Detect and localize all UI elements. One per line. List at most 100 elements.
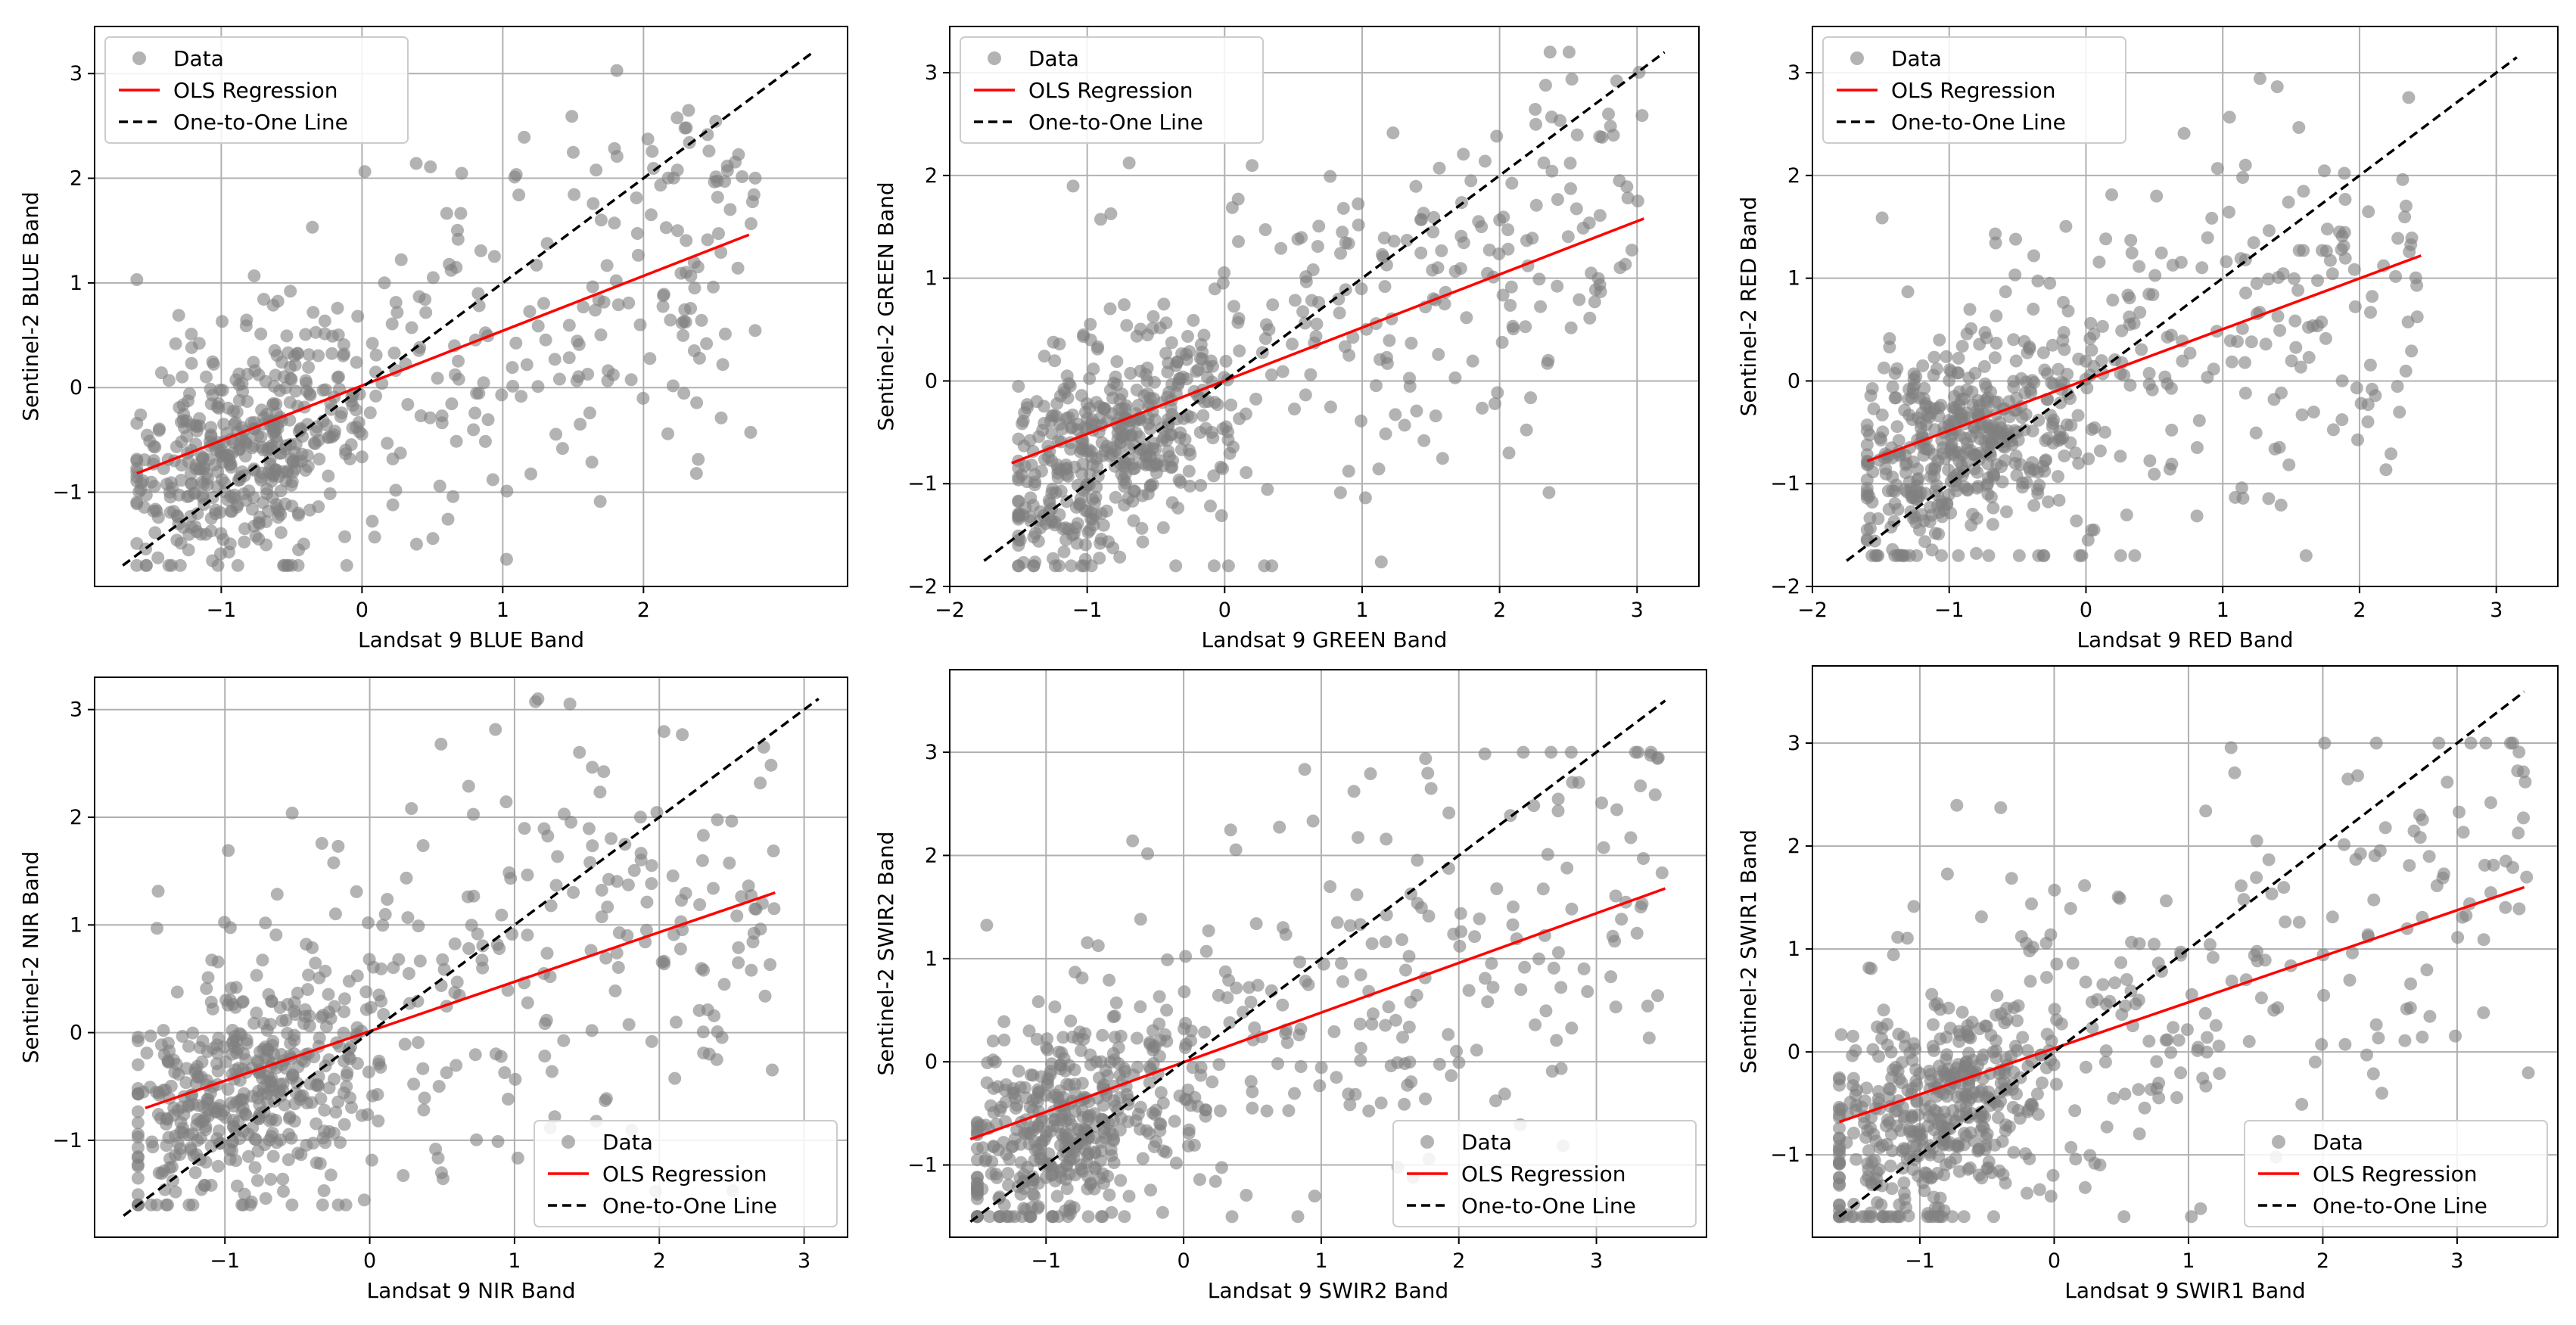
data-point <box>538 1017 552 1031</box>
data-point <box>622 1018 636 1031</box>
data-point <box>265 1072 278 1085</box>
data-point <box>2041 432 2055 445</box>
data-point <box>1955 448 1969 462</box>
data-point <box>2299 549 2313 562</box>
data-point <box>2072 456 2086 470</box>
data-point <box>150 504 163 518</box>
data-point <box>1845 1210 1859 1224</box>
data-point <box>2288 272 2301 285</box>
data-point <box>2192 1040 2205 1054</box>
data-point <box>2099 232 2113 246</box>
data-point <box>286 1068 300 1081</box>
data-point <box>1977 1072 1990 1085</box>
data-point <box>246 1121 260 1134</box>
data-point <box>1387 235 1401 248</box>
data-point <box>1093 552 1106 565</box>
data-point <box>1473 912 1486 925</box>
data-point <box>1293 955 1306 969</box>
data-point <box>633 810 647 824</box>
data-point <box>151 922 163 935</box>
data-point <box>1613 261 1627 275</box>
data-point <box>2449 1029 2462 1043</box>
data-point <box>1308 1190 1321 1203</box>
x-tick-label: −1 <box>1031 1249 1061 1273</box>
data-point <box>2058 449 2071 462</box>
data-point <box>236 995 250 1008</box>
x-tick-label: −2 <box>935 599 965 622</box>
data-point <box>1094 213 1107 226</box>
x-axis-label: Landsat 9 NIR Band <box>366 1278 575 1303</box>
x-tick-label: −1 <box>1072 599 1103 622</box>
data-point <box>1860 533 1874 546</box>
data-point <box>323 487 337 500</box>
data-point <box>270 888 284 901</box>
data-point <box>571 334 584 348</box>
data-point <box>1244 1075 1258 1088</box>
data-point <box>1424 782 1438 795</box>
data-point <box>2079 354 2092 368</box>
data-point <box>1198 1025 1212 1039</box>
data-point <box>1551 279 1564 293</box>
data-point <box>521 868 534 882</box>
data-point <box>2042 495 2055 509</box>
data-point <box>2081 533 2095 547</box>
data-point <box>502 866 516 879</box>
x-tick-label: 2 <box>653 1249 666 1273</box>
data-point <box>1908 378 1921 392</box>
data-point <box>700 337 714 350</box>
data-point <box>707 280 720 294</box>
data-point <box>1233 344 1246 358</box>
data-point <box>157 1024 170 1037</box>
data-point <box>2307 406 2320 418</box>
data-point <box>1485 956 1498 970</box>
x-tick-label: 2 <box>2316 1249 2329 1273</box>
data-point <box>2007 333 2021 347</box>
y-tick-label: 1 <box>925 947 938 971</box>
data-point <box>1306 263 1320 276</box>
data-point <box>1551 804 1565 818</box>
data-point <box>359 985 373 999</box>
data-point <box>1943 363 1956 377</box>
data-point <box>2346 946 2359 960</box>
data-point <box>448 937 462 950</box>
data-point <box>1355 282 1368 296</box>
data-point <box>2048 883 2061 897</box>
data-point <box>191 1059 204 1073</box>
data-point <box>1091 939 1105 953</box>
data-point <box>1106 1127 1119 1141</box>
data-point <box>1452 1056 1466 1069</box>
data-point <box>645 877 658 891</box>
data-point <box>2453 805 2466 819</box>
data-point <box>1161 365 1174 379</box>
data-point <box>440 207 453 220</box>
data-point <box>1330 1071 1343 1084</box>
data-point <box>1224 398 1238 412</box>
data-point <box>2143 454 2157 468</box>
data-point <box>1214 460 1227 474</box>
data-point <box>135 476 148 490</box>
data-point <box>322 1124 336 1138</box>
data-point <box>1860 438 1874 452</box>
data-point <box>1134 1000 1147 1013</box>
data-point <box>2315 1037 2329 1051</box>
data-point <box>432 1080 446 1093</box>
data-point <box>1215 1161 1228 1174</box>
data-point <box>278 1098 291 1112</box>
data-point <box>506 379 520 393</box>
data-point <box>1073 1025 1087 1039</box>
data-point <box>2037 549 2051 562</box>
data-point <box>1028 1154 1041 1167</box>
data-point <box>273 1001 287 1014</box>
data-point <box>1655 866 1669 879</box>
data-point <box>206 1002 219 1016</box>
y-tick-label: 1 <box>70 913 82 937</box>
data-point <box>1940 350 1953 363</box>
data-point <box>1051 471 1065 484</box>
data-point <box>2245 335 2258 349</box>
data-point <box>1094 1210 1108 1224</box>
data-point <box>543 970 557 984</box>
data-points <box>970 745 1669 1224</box>
data-point <box>1078 406 1092 419</box>
